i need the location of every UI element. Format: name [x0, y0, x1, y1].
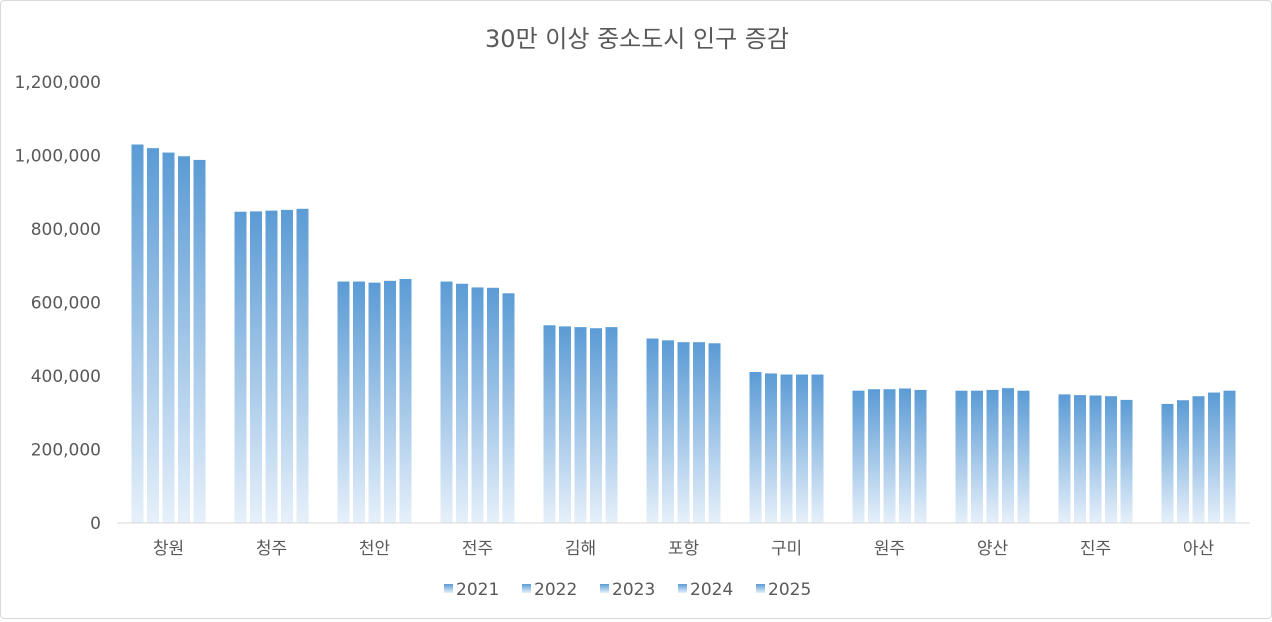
bar-진주-2023 [1089, 395, 1102, 523]
x-tick-label: 포항 [668, 539, 700, 559]
bar-천안-2025 [399, 278, 412, 523]
bar-김해-2024 [590, 328, 602, 523]
bar-아산-2023 [1192, 396, 1205, 523]
bar-포항-2024 [693, 342, 705, 523]
x-tick-label: 김해 [565, 539, 596, 559]
bar-전주-2024 [487, 287, 499, 523]
x-axis-ticks: 창원 청주 천안 전주 김해 포항 구미 원주 양산 진주 아산 [153, 539, 1215, 559]
bar-전주-2025 [502, 293, 515, 523]
y-tick-label: 800,000 [31, 220, 101, 240]
y-tick-label: 400,000 [31, 367, 101, 387]
bar-포항-2021 [646, 338, 659, 523]
y-tick-label: 0 [90, 514, 101, 534]
bar-김해-2021 [543, 325, 556, 523]
x-tick-label: 청주 [256, 539, 287, 559]
legend-swatch [756, 584, 765, 593]
bar-구미-2024 [796, 374, 808, 523]
y-tick-label: 600,000 [31, 294, 101, 314]
legend: 2021 2022 2023 2024 2025 [444, 580, 811, 600]
bar-진주-2025 [1120, 399, 1133, 523]
y-axis-ticks: 0 200,000 400,000 600,000 800,000 1,000,000 1,… [14, 73, 101, 534]
legend-swatch [444, 584, 453, 593]
bar-원주-2021 [852, 390, 865, 523]
x-tick-label: 진주 [1080, 539, 1111, 559]
y-tick-label: 1,000,000 [14, 147, 101, 167]
bar-창원-2023 [162, 152, 175, 523]
bar-창원-2022 [147, 148, 159, 523]
bar-전주-2021 [440, 281, 453, 523]
y-tick-label: 200,000 [31, 441, 101, 461]
bar-진주-2024 [1105, 396, 1117, 523]
bar-천안-2022 [353, 281, 365, 523]
bar-원주-2025 [914, 389, 927, 523]
legend-label: 2023 [612, 580, 655, 600]
bar-전주-2023 [471, 287, 484, 523]
bar-포항-2022 [662, 340, 674, 523]
bar-양산-2023 [986, 389, 999, 523]
bar-진주-2021 [1058, 394, 1071, 524]
bar-창원-2025 [193, 159, 206, 523]
bar-원주-2022 [868, 389, 880, 523]
bar-김해-2025 [605, 327, 618, 523]
legend-label: 2022 [534, 580, 577, 600]
bar-창원-2021 [131, 144, 144, 524]
bar-구미-2023 [780, 374, 793, 523]
chart-title: 30만 이상 중소도시 인구 증감 [485, 25, 789, 53]
legend-swatch [522, 584, 531, 593]
bar-천안-2021 [337, 281, 350, 523]
bar-아산-2025 [1223, 390, 1236, 523]
x-tick-label: 양산 [977, 539, 1009, 559]
bar-구미-2025 [811, 374, 824, 523]
legend-swatch [600, 584, 609, 593]
x-tick-label: 원주 [874, 539, 905, 559]
bar-전주-2022 [456, 283, 468, 523]
bar-구미-2021 [749, 371, 762, 523]
x-tick-label: 천안 [359, 539, 391, 559]
legend-label: 2021 [456, 580, 499, 600]
bar-포항-2023 [677, 342, 690, 523]
bar-청주-2021 [234, 211, 247, 524]
bar-양산-2021 [955, 390, 968, 523]
x-tick-label: 창원 [153, 539, 184, 559]
bar-김해-2023 [574, 327, 587, 523]
bar-청주-2023 [265, 210, 278, 524]
x-tick-label: 아산 [1183, 539, 1215, 559]
x-tick-label: 전주 [462, 539, 493, 559]
bar-포항-2025 [708, 343, 721, 523]
x-tick-label: 구미 [771, 539, 802, 559]
y-tick-label: 1,200,000 [14, 73, 101, 93]
bar-청주-2025 [296, 208, 309, 524]
bar-원주-2023 [883, 389, 896, 523]
legend-swatch [678, 584, 687, 593]
bar-천안-2024 [384, 280, 396, 523]
bar-아산-2021 [1161, 403, 1174, 523]
bar-아산-2024 [1208, 392, 1220, 523]
bars [131, 144, 1236, 524]
bar-양산-2022 [971, 390, 983, 523]
legend-label: 2024 [690, 580, 733, 600]
bar-양산-2025 [1017, 390, 1030, 523]
bar-구미-2022 [765, 373, 777, 523]
bar-진주-2022 [1074, 395, 1086, 523]
bar-아산-2022 [1177, 400, 1189, 523]
bar-청주-2024 [281, 209, 293, 523]
bar-청주-2022 [250, 211, 262, 524]
bar-천안-2023 [368, 282, 381, 523]
bar-원주-2024 [899, 388, 911, 523]
bar-양산-2024 [1002, 388, 1014, 523]
bar-창원-2024 [178, 156, 190, 524]
legend-label: 2025 [768, 580, 811, 600]
bar-김해-2022 [559, 326, 571, 523]
